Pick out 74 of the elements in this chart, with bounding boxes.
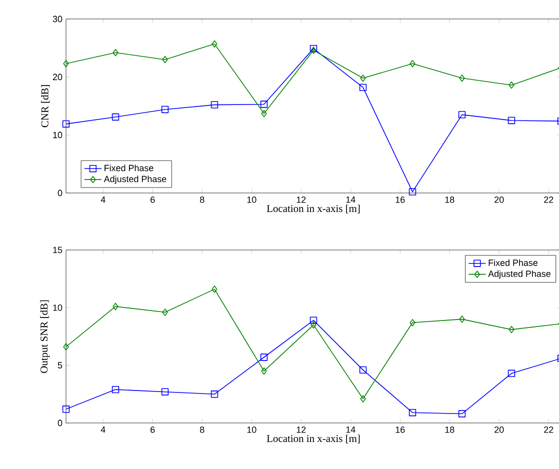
x-tick-label: 12 [296,196,306,203]
point [508,370,516,377]
x-tick-label: 8 [200,426,204,433]
point [360,74,366,82]
point [63,60,69,68]
point [112,49,118,56]
y-axis-title: CNR [dB] [41,85,50,128]
point [508,326,514,334]
point [261,367,267,375]
point [459,74,465,82]
x-tick-label: 4 [100,196,106,203]
point [161,106,169,114]
x-tick-label: 10 [247,196,256,203]
point [359,366,367,374]
legend-label: Adjusted Phase [104,176,166,184]
y-tick-label: 5 [58,362,62,368]
point [261,110,267,118]
point [310,316,318,324]
legend-label: Adjusted Phase [488,270,550,279]
x-tick-label: 8 [200,196,204,203]
point [112,113,120,121]
point [458,111,466,118]
x-tick-label: 18 [445,426,454,433]
legend-label: Fixed Phase [488,259,538,266]
y-tick-label: 0 [58,420,62,426]
y-tick-label: 10 [53,132,62,138]
y-tick-label: 0 [58,190,62,196]
point [410,60,416,68]
x-tick-label: 16 [396,426,405,433]
x-tick-label: 16 [396,196,405,203]
point [360,395,366,402]
x-tick-label: 10 [247,426,256,433]
y-axis-title: Output SNR [dB] [40,300,50,373]
point [408,188,416,196]
x-tick-label: 22 [544,426,554,433]
x-tick-label: 14 [346,426,356,433]
point [458,410,466,418]
legend-label: Fixed Phase [104,164,154,172]
x-axis-title: Location in x-axis [m] [266,434,360,444]
x-axis-title: Location in x-axis [m] [266,204,360,214]
x-tick-label: 6 [150,426,155,433]
x-tick-label: 20 [494,426,504,433]
point [508,116,516,124]
point [210,390,218,398]
y-tick-label: 10 [53,304,62,311]
point [210,101,218,108]
y-tick-label: 30 [52,16,62,22]
x-tick-label: 18 [445,196,454,203]
x-tick-label: 14 [346,196,356,203]
x-tick-label: 12 [296,426,306,433]
x-tick-label: 4 [100,426,106,433]
point [359,84,367,92]
y-tick-label: 15 [53,246,62,254]
point [410,319,416,326]
point [212,286,218,293]
point [62,120,70,128]
point [112,386,120,394]
point [508,82,514,89]
x-tick-label: 6 [150,196,155,203]
point [62,406,70,413]
y-tick-label: 20 [52,74,62,80]
point [260,100,268,108]
x-tick-label: 22 [544,196,554,203]
point [260,354,268,361]
point [112,302,118,310]
point [310,321,316,329]
point [162,308,168,316]
point [459,316,465,323]
point [161,388,169,396]
x-tick-label: 20 [494,196,504,203]
point [408,409,416,416]
point [212,40,218,48]
point [162,56,168,64]
point [63,343,69,350]
